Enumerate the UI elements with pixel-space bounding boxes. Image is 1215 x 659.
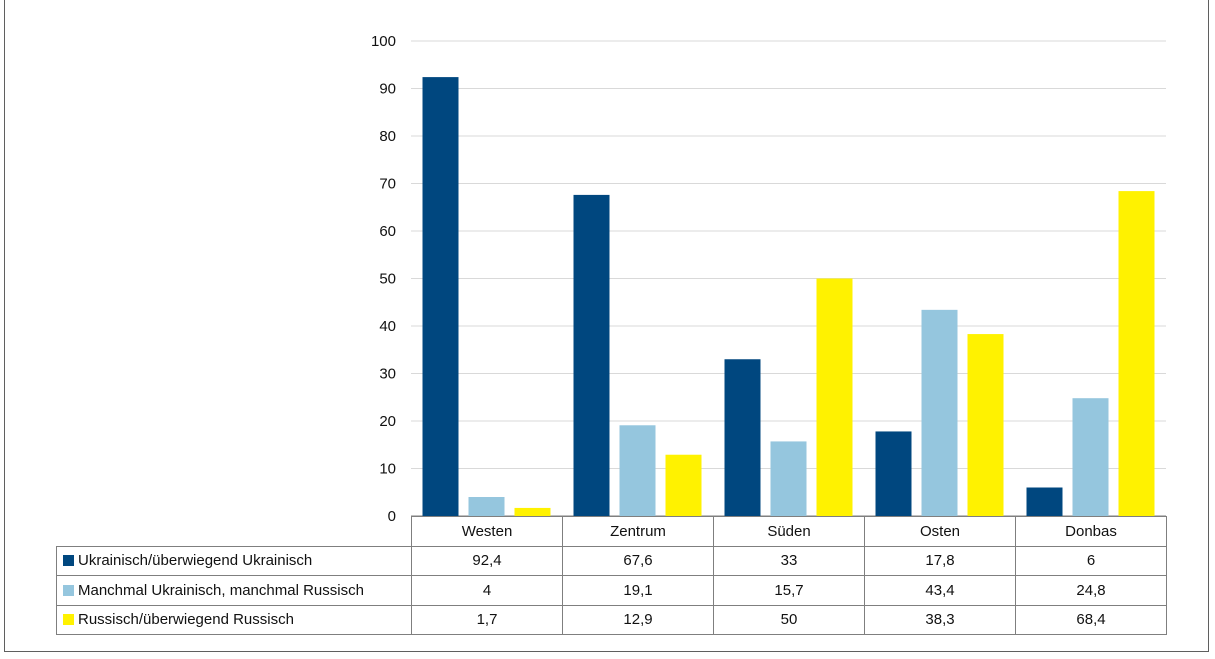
table-cell: 4 xyxy=(411,575,563,606)
bar xyxy=(921,309,958,516)
legend-label: Russisch/überwiegend Russisch xyxy=(78,611,294,629)
y-tick-label: 30 xyxy=(379,366,396,383)
bar xyxy=(619,425,656,516)
table-cell: 12,9 xyxy=(562,604,714,635)
table-cell: 19,1 xyxy=(562,575,714,606)
bar xyxy=(967,334,1004,516)
y-tick-label: 0 xyxy=(388,508,396,525)
bar xyxy=(816,278,853,516)
y-tick-label: 80 xyxy=(379,128,396,145)
table-cell: 1,7 xyxy=(411,604,563,635)
table-header-cell: Westen xyxy=(411,516,563,547)
bar xyxy=(770,441,807,516)
bar xyxy=(468,497,505,516)
legend-entry: Manchmal Ukrainisch, manchmal Russisch xyxy=(56,575,412,606)
table-header-cell: Donbas xyxy=(1015,516,1167,547)
y-tick-label: 100 xyxy=(371,33,396,50)
table-cell: 15,7 xyxy=(713,575,865,606)
table-corner xyxy=(57,517,412,547)
table-row: Russisch/überwiegend Russisch 1,7 12,9 5… xyxy=(56,604,1167,635)
table-cell: 43,4 xyxy=(864,575,1016,606)
legend-entry: Ukrainisch/überwiegend Ukrainisch xyxy=(56,545,412,576)
y-tick-label: 70 xyxy=(379,176,396,193)
legend-swatch xyxy=(63,614,74,626)
bar xyxy=(1118,191,1155,516)
bar xyxy=(422,77,459,516)
table-cell: 68,4 xyxy=(1015,604,1167,635)
y-tick-label: 90 xyxy=(379,81,396,98)
bar xyxy=(514,507,551,516)
y-tick-label: 20 xyxy=(379,413,396,430)
legend-entry: Russisch/überwiegend Russisch xyxy=(56,604,412,635)
table-cell: 24,8 xyxy=(1015,575,1167,606)
table-header-cell: Osten xyxy=(864,516,1016,547)
y-tick-label: 10 xyxy=(379,461,396,478)
bar xyxy=(724,359,761,516)
table-header-cell: Süden xyxy=(713,516,865,547)
table-row: Ukrainisch/überwiegend Ukrainisch 92,4 6… xyxy=(56,545,1167,576)
chart-frame xyxy=(4,0,1209,652)
y-tick-label: 50 xyxy=(379,271,396,288)
bar xyxy=(1072,398,1109,516)
table-row: Manchmal Ukrainisch, manchmal Russisch 4… xyxy=(56,575,1167,606)
legend-swatch xyxy=(63,555,74,567)
table-cell: 6 xyxy=(1015,545,1167,576)
bar xyxy=(1026,487,1063,516)
table-cell: 92,4 xyxy=(411,545,563,576)
bar xyxy=(573,194,610,516)
y-tick-label: 40 xyxy=(379,318,396,335)
bar xyxy=(875,431,912,516)
legend-swatch xyxy=(63,584,74,596)
y-tick-label: 60 xyxy=(379,223,396,240)
table-header-cell: Zentrum xyxy=(562,516,714,547)
data-table: Westen Zentrum Süden Osten Donbas Ukrain… xyxy=(56,516,1167,635)
table-header-row: Westen Zentrum Süden Osten Donbas xyxy=(57,516,1167,547)
table-cell: 17,8 xyxy=(864,545,1016,576)
table-cell: 50 xyxy=(713,604,865,635)
table-cell: 67,6 xyxy=(562,545,714,576)
table-cell: 38,3 xyxy=(864,604,1016,635)
table-cell: 33 xyxy=(713,545,865,576)
legend-label: Ukrainisch/überwiegend Ukrainisch xyxy=(78,552,313,570)
bar xyxy=(665,454,702,516)
legend-label: Manchmal Ukrainisch, manchmal Russisch xyxy=(78,581,364,599)
